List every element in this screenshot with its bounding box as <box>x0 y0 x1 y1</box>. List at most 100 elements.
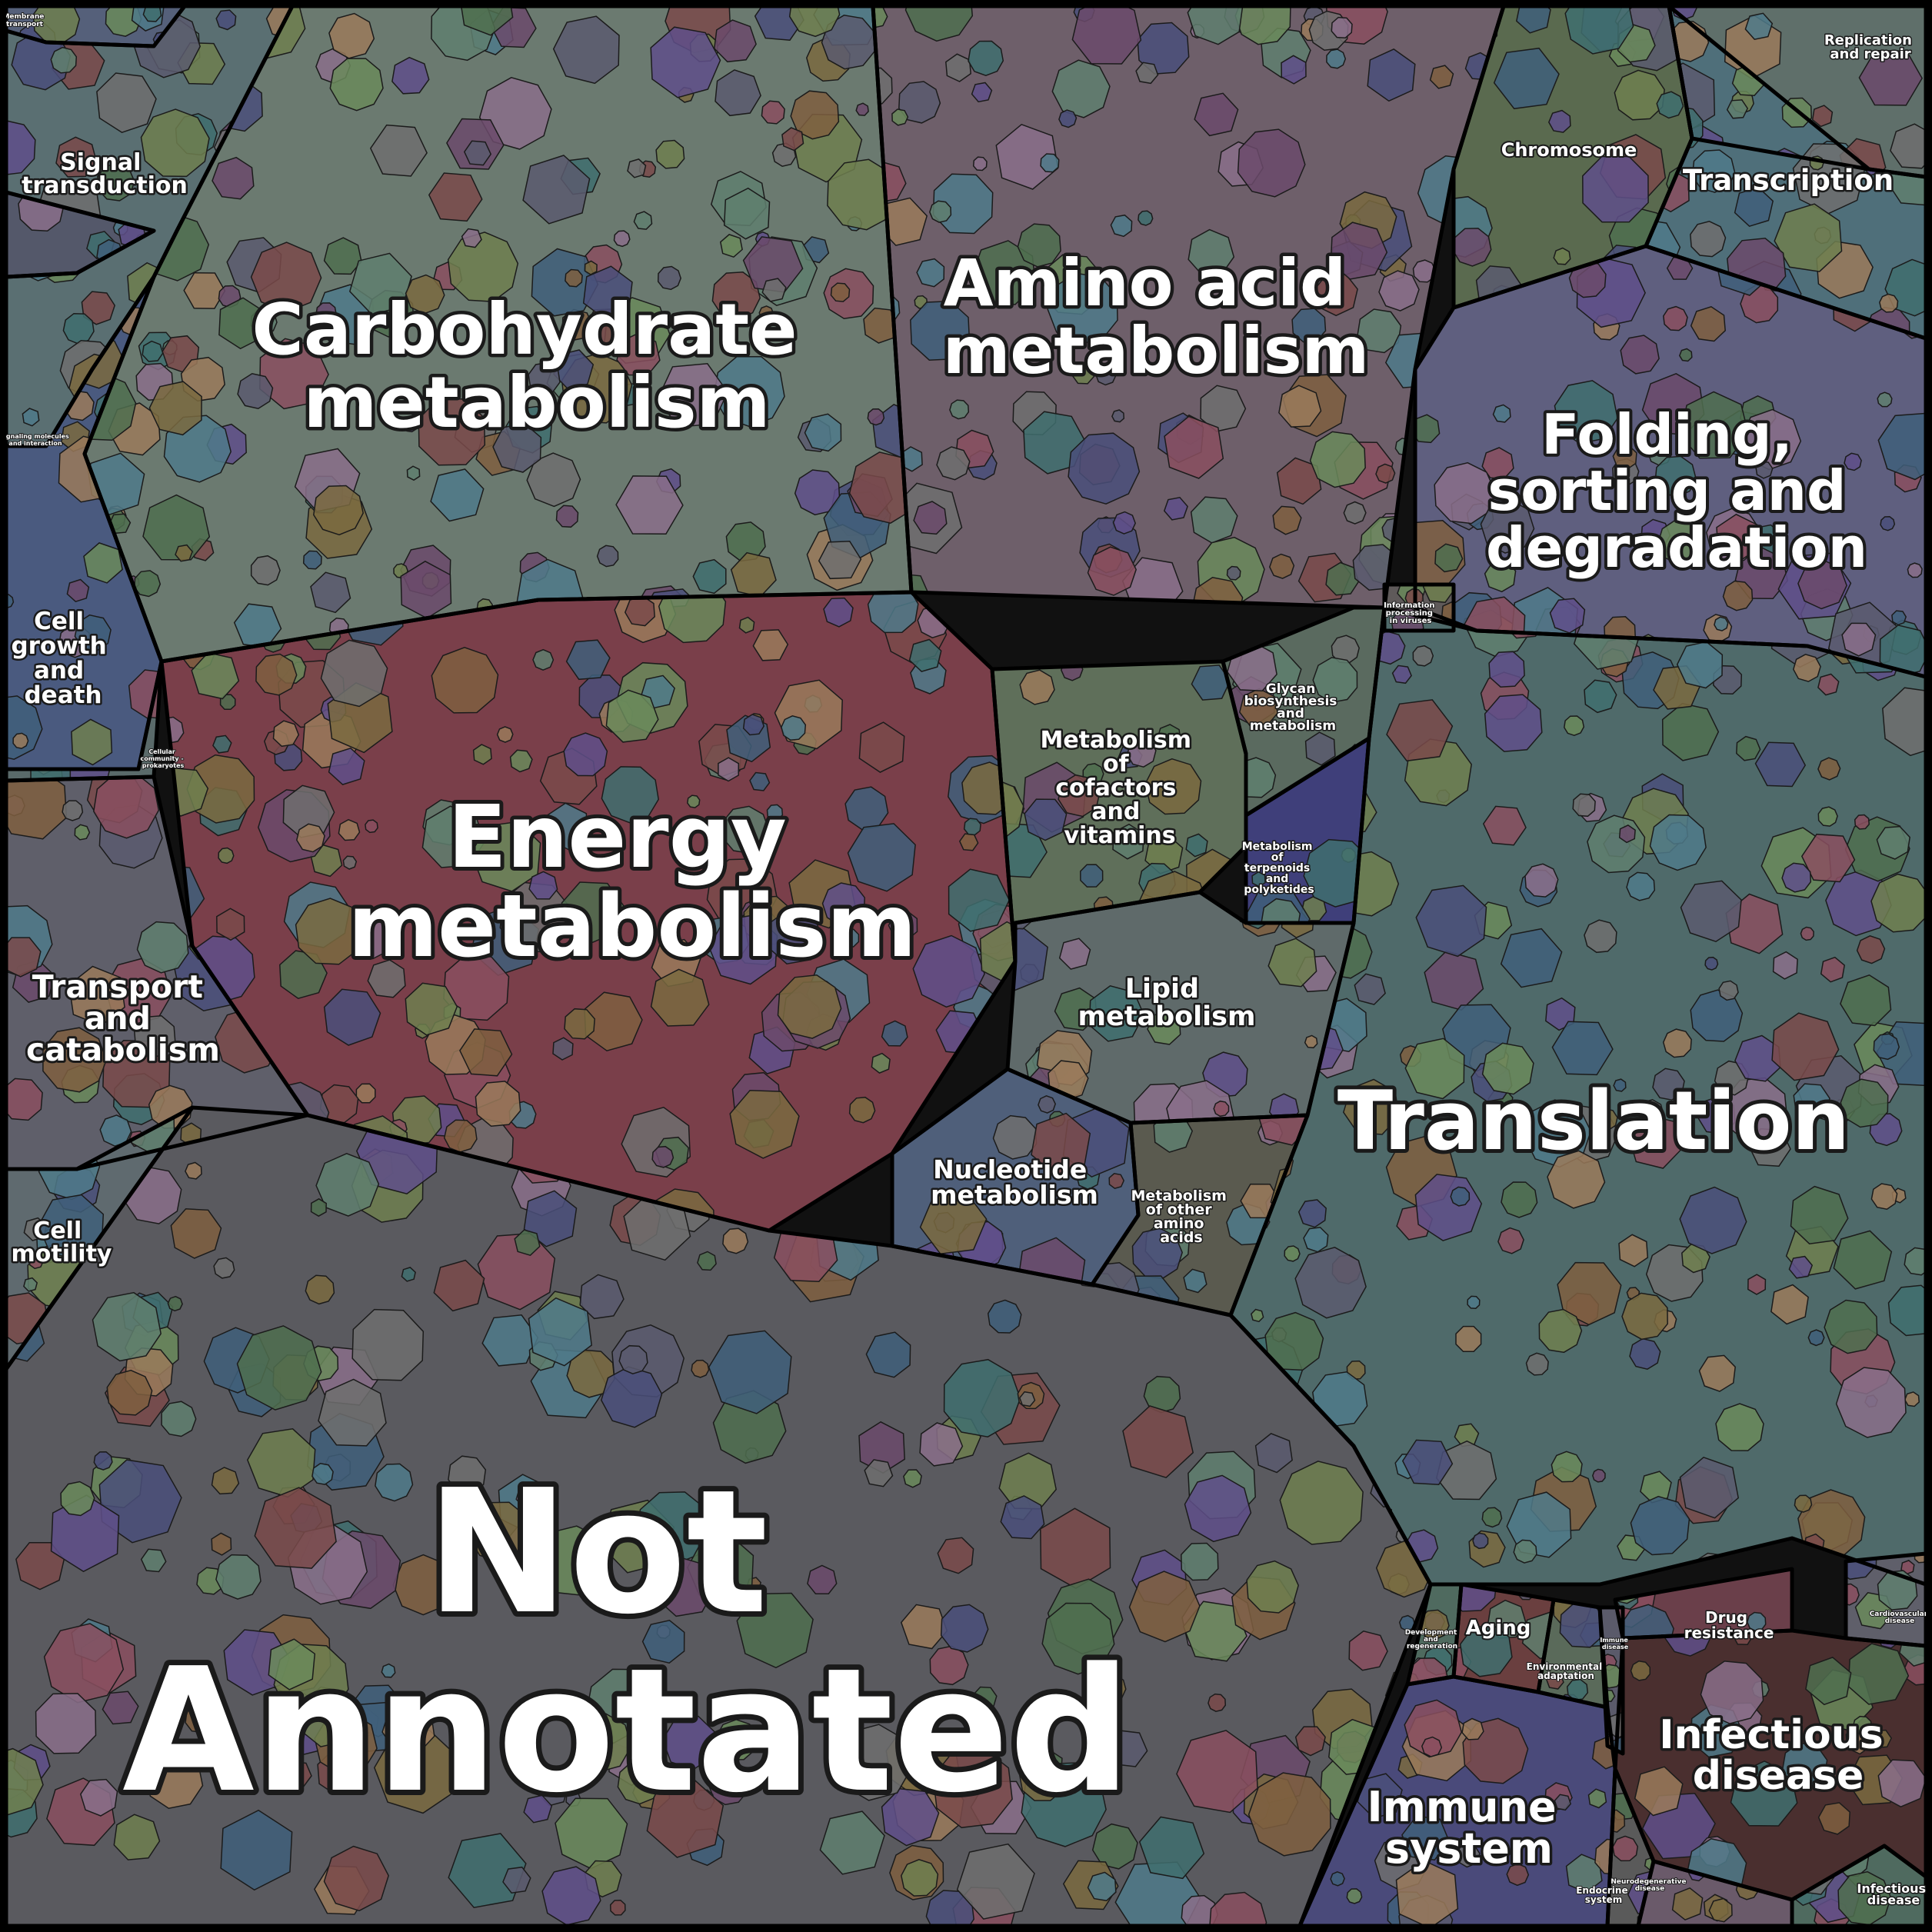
voronoi-cell <box>1553 247 1571 265</box>
voronoi-cell <box>641 1619 685 1664</box>
label-cofactors-line3: cofactors <box>1055 774 1176 801</box>
voronoi-cell <box>1354 973 1386 1005</box>
voronoi-cell <box>1226 565 1241 581</box>
voronoi-cell <box>844 786 889 831</box>
voronoi-cell <box>1493 47 1560 110</box>
label-folding-sorting-degradation: Folding, sorting and degradation <box>1486 402 1867 580</box>
voronoi-cell <box>1500 928 1563 988</box>
label-terpenoids-line4: and <box>1266 873 1288 885</box>
voronoi-cell <box>633 211 653 230</box>
label-infectious-disease-large: Infectious disease <box>1659 1712 1897 1799</box>
label-signaling-molecules: Signaling molecules and interaction <box>0 433 72 447</box>
voronoi-cell <box>881 1787 940 1847</box>
voronoi-cell <box>781 715 807 741</box>
voronoi-cell <box>1314 273 1358 317</box>
voronoi-cell <box>323 988 381 1046</box>
voronoi-cell <box>1626 871 1656 901</box>
voronoi-cell <box>1524 863 1559 898</box>
voronoi-cell <box>987 1299 1022 1334</box>
voronoi-cell <box>738 616 755 634</box>
voronoi-cell <box>1330 1870 1345 1887</box>
voronoi-cell <box>250 242 322 313</box>
voronoi-cell <box>381 1663 396 1678</box>
voronoi-cell <box>1715 1403 1764 1451</box>
voronoi-cell <box>136 921 189 974</box>
voronoi-cell <box>430 468 485 522</box>
voronoi-cell <box>881 1020 908 1047</box>
voronoi-cell <box>12 732 29 749</box>
voronoi-cell <box>553 349 595 390</box>
voronoi-cell <box>145 1750 204 1809</box>
voronoi-cell <box>418 398 486 466</box>
voronoi-cell <box>186 754 255 824</box>
voronoi-cell <box>1774 203 1843 272</box>
voronoi-cell <box>687 794 701 808</box>
voronoi-cell <box>1482 805 1527 846</box>
voronoi-cell <box>1164 415 1224 479</box>
voronoi-cell <box>823 597 854 628</box>
voronoi-cell <box>459 1028 513 1077</box>
voronoi-cell <box>1237 128 1306 198</box>
voronoi-cell <box>1386 699 1454 762</box>
voronoi-cell <box>1391 665 1412 685</box>
label-carbohydrate-metabolism-line1: Carbohydrate <box>251 288 797 371</box>
voronoi-cell <box>28 1254 44 1270</box>
voronoi-cell <box>1038 1094 1057 1114</box>
voronoi-cell <box>236 1325 322 1411</box>
voronoi-cell <box>1367 48 1416 102</box>
label-cofactors-line4: and <box>1091 798 1140 825</box>
voronoi-cell <box>170 1208 222 1259</box>
voronoi-cell <box>1591 1734 1615 1770</box>
voronoi-cell <box>1521 1611 1554 1660</box>
voronoi-cell <box>391 56 430 95</box>
voronoi-cell <box>367 959 406 998</box>
voronoi-cell <box>1671 1887 1704 1921</box>
label-neurodegenerative-line1: Neurodegenerative <box>1611 1878 1686 1886</box>
voronoi-cell <box>1794 1494 1813 1513</box>
voronoi-cell <box>102 1040 171 1108</box>
voronoi-cell <box>1884 258 1926 317</box>
voronoi-cell <box>526 452 581 508</box>
voronoi-cell <box>320 639 388 708</box>
voronoi-cell <box>1792 653 1821 682</box>
voronoi-cell <box>1800 926 1814 941</box>
voronoi-cell <box>1800 833 1856 883</box>
voronoi-cell <box>1820 956 1846 983</box>
label-amino-acid-metabolism: Amino acid metabolism <box>943 245 1369 388</box>
voronoi-cell <box>211 1532 232 1556</box>
voronoi-cell <box>1788 1255 1814 1279</box>
label-neurodegenerative-line2: disease <box>1635 1885 1665 1893</box>
label-chromosome: Chromosome <box>1501 139 1637 161</box>
voronoi-cell <box>627 158 647 178</box>
voronoi-cell <box>1797 559 1847 610</box>
label-not-annotated-line2: Annotated <box>122 1632 1131 1830</box>
label-drug-resistance-line2: resistance <box>1684 1624 1774 1642</box>
voronoi-cell <box>891 108 909 126</box>
voronoi-cell <box>1661 702 1720 761</box>
label-infectious-small-line2: disease <box>1867 1893 1920 1907</box>
label-cardiovascular-line2: disease <box>1885 1617 1915 1625</box>
voronoi-cell <box>1185 833 1208 858</box>
voronoi-cell <box>708 1765 748 1806</box>
voronoi-cell <box>50 46 78 74</box>
voronoi-cell <box>830 282 851 302</box>
voronoi-cell <box>613 230 631 248</box>
voronoi-cell <box>1348 1630 1388 1671</box>
voronoi-cell <box>968 40 1004 76</box>
label-endocrine-system: Endocrine system <box>1576 1885 1631 1905</box>
voronoi-cell <box>541 1866 601 1926</box>
voronoi-cell <box>191 651 240 700</box>
label-lipid-line1: Lipid <box>1125 974 1199 1004</box>
voronoi-cell <box>723 187 771 240</box>
voronoi-cell <box>721 805 770 854</box>
voronoi-cell <box>1618 1234 1649 1267</box>
label-cell-growth-line4: death <box>24 681 102 709</box>
voronoi-cell <box>1907 562 1923 578</box>
voronoi-cell <box>1844 452 1862 471</box>
label-cofactors-line5: vitamins <box>1064 822 1175 849</box>
voronoi-cell <box>818 541 862 580</box>
voronoi-cell <box>1793 1083 1830 1121</box>
voronoi-cell <box>74 824 91 841</box>
voronoi-cell <box>338 818 361 841</box>
voronoi-cell <box>1736 735 1761 761</box>
